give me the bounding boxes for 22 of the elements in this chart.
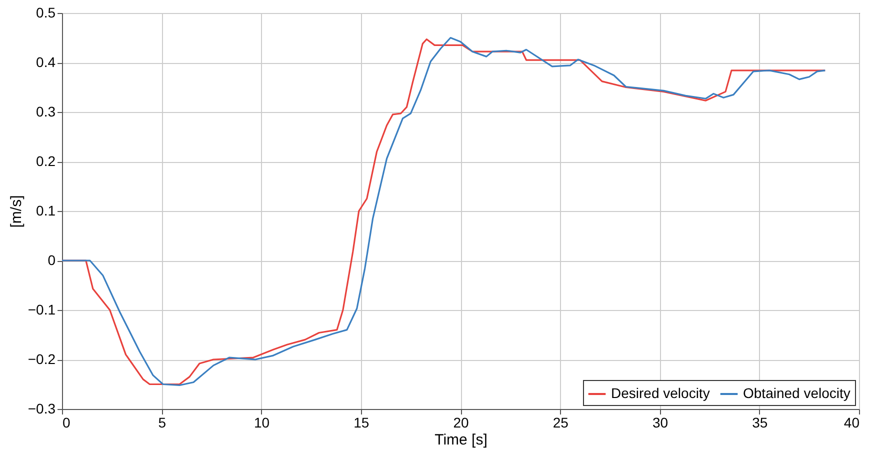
y-tick-label: −0.3 — [28, 400, 56, 416]
y-tick-label: 0.2 — [36, 153, 56, 169]
x-tick-label: 20 — [453, 414, 469, 430]
x-tick-label: 10 — [254, 414, 270, 430]
x-tick-label: 0 — [62, 414, 70, 430]
legend-label: Obtained velocity — [743, 385, 850, 401]
y-tick-label: 0.5 — [36, 4, 56, 20]
y-tick-label: 0.1 — [36, 202, 56, 218]
y-tick-label: 0 — [48, 252, 56, 268]
x-tick-label: 25 — [552, 414, 569, 430]
y-tick-label: 0.4 — [36, 54, 56, 70]
x-tick-label: 30 — [652, 414, 668, 430]
y-tick-label: −0.1 — [28, 302, 56, 318]
y-tick-label: 0.3 — [36, 104, 56, 120]
x-tick-label: 35 — [752, 414, 768, 430]
x-tick-label: 40 — [844, 414, 860, 430]
y-tick-label: −0.2 — [28, 351, 56, 367]
legend-label: Desired velocity — [611, 385, 710, 401]
x-tick-label: 15 — [354, 414, 370, 430]
x-axis-title: Time [s] — [434, 432, 488, 448]
x-tick-label: 5 — [158, 414, 166, 430]
y-axis-title: [m/s] — [8, 195, 25, 228]
